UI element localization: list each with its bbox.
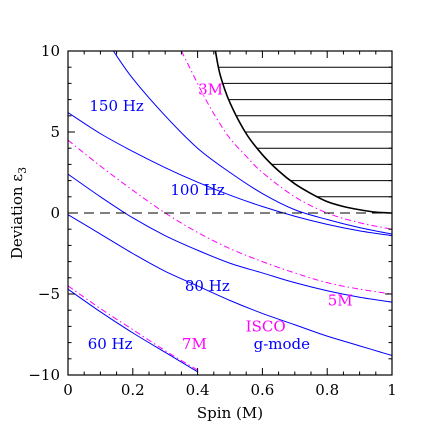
gmode-curve-80-hz [68, 214, 392, 357]
y-axis-title-group: Deviation ε3 [8, 167, 29, 259]
x-tick-label: 1 [387, 381, 397, 399]
x-tick-label: 0.2 [121, 381, 145, 399]
y-tick-label: 0 [50, 204, 60, 222]
tick-labels: 0 0.2 0.4 0.6 0.8 1 −10 −5 0 5 10 [28, 42, 396, 399]
y-tick-label: 10 [41, 42, 60, 60]
label-100-hz: 100 Hz [170, 181, 224, 199]
y-axis-title: Deviation ε3 [8, 167, 29, 259]
x-axis-title: Spin (M) [197, 404, 263, 422]
gmode-curve-60-hz [68, 288, 198, 373]
boundary-curve [214, 51, 392, 214]
y-axis-title-main: Deviation ε [8, 174, 26, 259]
curves-layer [68, 51, 392, 373]
isco-curve-3m [180, 51, 392, 230]
y-tick-label: 5 [50, 123, 60, 141]
label-7m: 7M [182, 335, 207, 353]
label-g-mode: g-mode [254, 335, 311, 353]
isco-curve-5m [68, 139, 392, 295]
gmode-curve-100-hz [68, 173, 392, 303]
x-tick-label: 0.6 [250, 381, 274, 399]
label-3m: 3M [198, 81, 223, 99]
label-80-hz: 80 Hz [185, 277, 230, 295]
x-tick-label: 0.4 [186, 381, 210, 399]
axis-ticks [67, 50, 393, 376]
y-tick-label: −10 [28, 366, 60, 384]
x-tick-label: 0.8 [315, 381, 339, 399]
label-isco: ISCO [246, 317, 286, 335]
label-60-hz: 60 Hz [88, 335, 133, 353]
gmode-curve-series-4 [112, 51, 392, 235]
gmode-curve-150-hz [68, 112, 392, 237]
x-tick-label: 0 [63, 381, 73, 399]
y-tick-label: −5 [38, 285, 60, 303]
y-axis-title-subscript: 3 [16, 167, 29, 174]
label-5m: 5M [328, 291, 353, 309]
label-150-hz: 150 Hz [89, 97, 143, 115]
hatched-excluded-region [215, 51, 392, 198]
isco-curve-7m [68, 285, 198, 371]
